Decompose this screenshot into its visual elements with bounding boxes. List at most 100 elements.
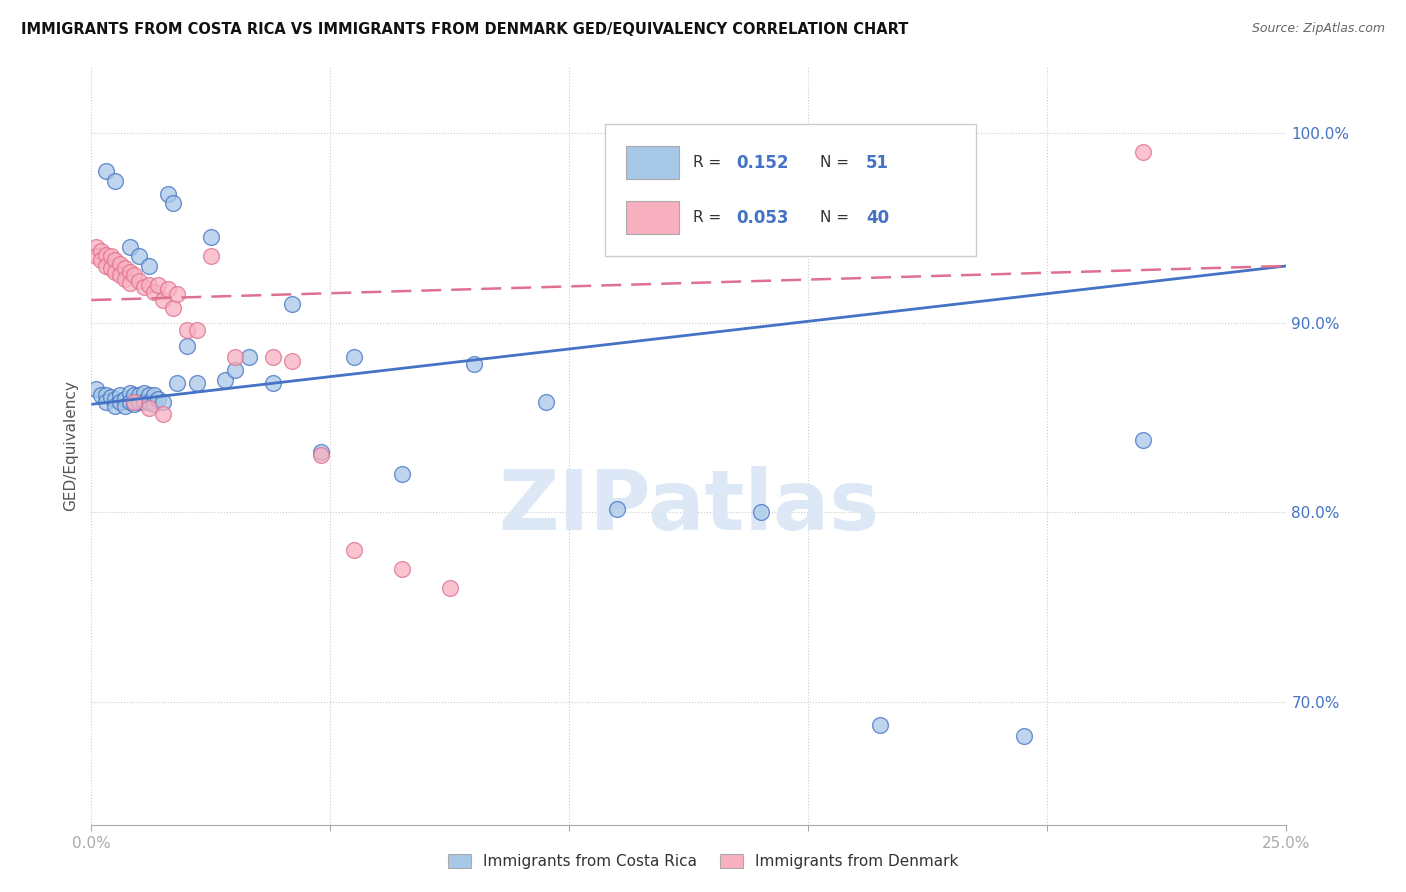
Point — [138, 395, 160, 409]
Point — [124, 395, 146, 409]
Point — [391, 562, 413, 576]
Point — [262, 350, 284, 364]
Point — [94, 247, 117, 261]
Point — [224, 363, 246, 377]
Point — [94, 164, 117, 178]
Point — [128, 274, 150, 288]
Point — [128, 250, 150, 264]
Point — [114, 260, 136, 275]
Point — [104, 392, 127, 406]
Point — [156, 282, 179, 296]
Point — [100, 250, 122, 264]
Point — [391, 467, 413, 482]
Point — [132, 280, 155, 294]
Point — [84, 250, 107, 264]
Point — [100, 390, 122, 404]
Point — [108, 268, 131, 283]
Point — [148, 277, 170, 292]
Point — [124, 397, 146, 411]
Point — [84, 240, 107, 254]
Point — [104, 253, 127, 268]
Point — [94, 388, 117, 402]
Bar — [626, 146, 679, 179]
Point — [152, 293, 174, 307]
Point — [166, 287, 188, 301]
Point — [108, 257, 131, 271]
Point — [439, 581, 461, 595]
Point — [124, 268, 146, 283]
Point — [1132, 145, 1154, 160]
Point — [132, 386, 155, 401]
Point — [262, 376, 284, 391]
Point — [606, 501, 628, 516]
Point — [224, 350, 246, 364]
Text: R =: R = — [693, 155, 725, 170]
Point — [343, 350, 366, 364]
Point — [104, 174, 127, 188]
Point — [148, 392, 170, 406]
Point — [152, 395, 174, 409]
Point — [94, 395, 117, 409]
Text: IMMIGRANTS FROM COSTA RICA VS IMMIGRANTS FROM DENMARK GED/EQUIVALENCY CORRELATIO: IMMIGRANTS FROM COSTA RICA VS IMMIGRANTS… — [21, 22, 908, 37]
Text: ZIPatlas: ZIPatlas — [499, 467, 879, 547]
Point — [114, 272, 136, 286]
Point — [281, 353, 304, 368]
Text: N =: N = — [821, 211, 855, 225]
Point — [142, 388, 165, 402]
Point — [1012, 729, 1035, 743]
Point — [138, 401, 160, 416]
Point — [138, 277, 160, 292]
Point — [124, 388, 146, 402]
Point — [238, 350, 260, 364]
Point — [114, 399, 136, 413]
Point — [138, 259, 160, 273]
Text: 0.152: 0.152 — [737, 153, 789, 171]
Legend: Immigrants from Costa Rica, Immigrants from Denmark: Immigrants from Costa Rica, Immigrants f… — [441, 848, 965, 875]
Point — [90, 253, 112, 268]
Point — [100, 260, 122, 275]
Point — [156, 186, 179, 201]
Text: R =: R = — [693, 211, 725, 225]
Bar — [626, 201, 679, 235]
Point — [132, 395, 155, 409]
Point — [309, 449, 332, 463]
Point — [176, 323, 198, 337]
Point — [118, 264, 141, 278]
Text: N =: N = — [821, 155, 855, 170]
Text: 40: 40 — [866, 209, 889, 227]
Point — [869, 717, 891, 731]
Y-axis label: GED/Equivalency: GED/Equivalency — [63, 381, 79, 511]
Point — [214, 373, 236, 387]
Point — [104, 264, 127, 278]
Point — [463, 358, 485, 372]
Point — [749, 505, 772, 519]
Point — [142, 285, 165, 300]
Text: 51: 51 — [866, 153, 889, 171]
Point — [200, 230, 222, 244]
Point — [114, 392, 136, 406]
Point — [152, 407, 174, 421]
Point — [118, 240, 141, 254]
Point — [186, 323, 208, 337]
Point — [166, 376, 188, 391]
Point — [281, 297, 304, 311]
FancyBboxPatch shape — [605, 124, 976, 257]
Point — [534, 395, 557, 409]
Point — [162, 301, 184, 315]
Point — [84, 382, 107, 396]
Point — [118, 276, 141, 290]
Point — [128, 395, 150, 409]
Point — [118, 386, 141, 401]
Point — [1132, 434, 1154, 448]
Point — [94, 259, 117, 273]
Point — [186, 376, 208, 391]
Point — [142, 397, 165, 411]
Point — [128, 388, 150, 402]
Point — [343, 543, 366, 558]
Point — [200, 250, 222, 264]
Point — [104, 399, 127, 413]
Text: 0.053: 0.053 — [737, 209, 789, 227]
Point — [90, 388, 112, 402]
Point — [176, 338, 198, 352]
Point — [162, 196, 184, 211]
